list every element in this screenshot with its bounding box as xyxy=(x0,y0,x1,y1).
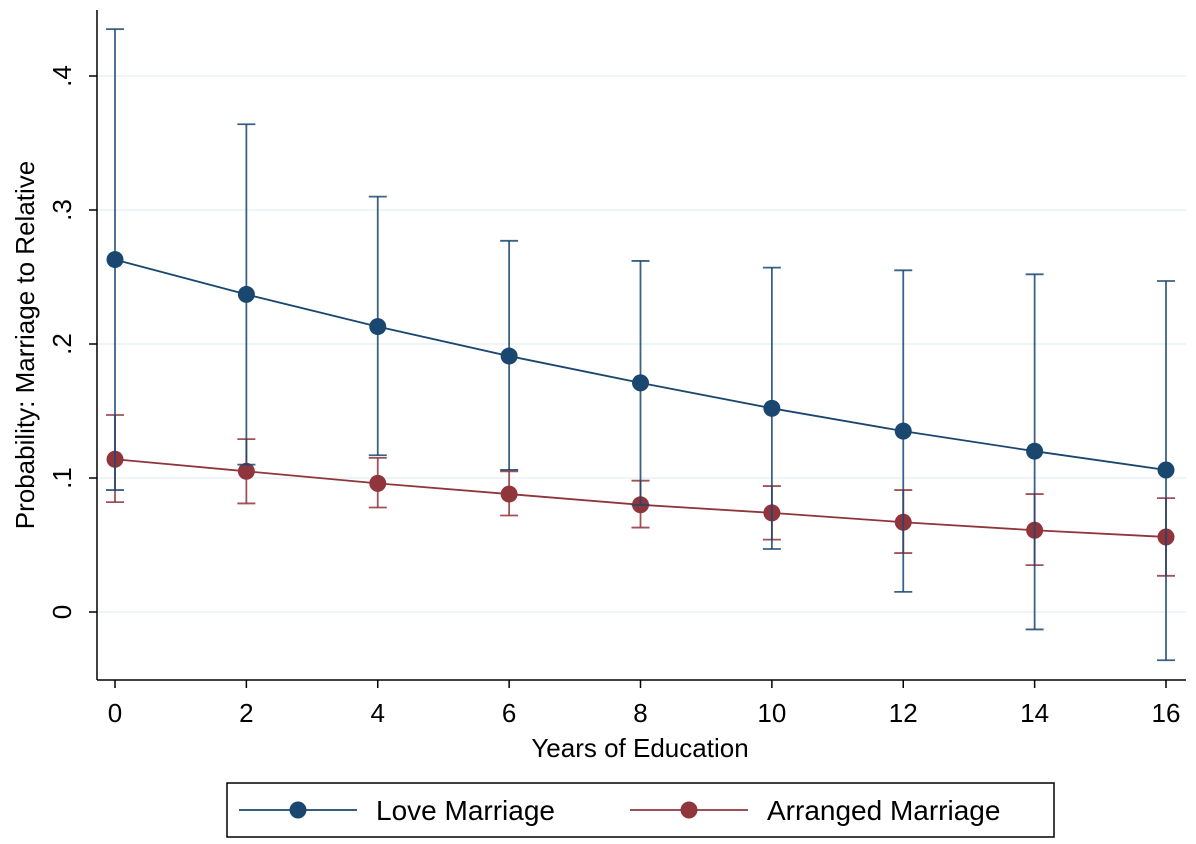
data-point xyxy=(369,318,387,336)
y-tick-label: .4 xyxy=(47,65,77,87)
x-tick-label: 12 xyxy=(889,698,918,728)
series-love-marriage xyxy=(106,28,1175,662)
y-tick-label: .1 xyxy=(47,467,77,489)
data-point xyxy=(1157,461,1175,479)
data-point xyxy=(894,422,912,440)
legend-label: Love Marriage xyxy=(376,795,555,826)
legend-marker xyxy=(289,801,307,819)
x-tick-label: 0 xyxy=(108,698,122,728)
y-tick-label: .2 xyxy=(47,333,77,355)
axes xyxy=(96,10,1186,681)
x-tick-label: 6 xyxy=(502,698,516,728)
series xyxy=(106,28,1175,662)
x-tick-label: 8 xyxy=(633,698,647,728)
x-tick-label: 4 xyxy=(371,698,385,728)
y-ticks: 0 .1 .2 .3 .4 xyxy=(47,65,97,619)
x-tick-label: 2 xyxy=(239,698,253,728)
data-point xyxy=(763,399,781,417)
data-point xyxy=(500,485,518,503)
data-point xyxy=(632,374,649,392)
legend: Love Marriage Arranged Marriage xyxy=(226,782,1055,838)
x-tick-label: 16 xyxy=(1152,698,1181,728)
legend-marker xyxy=(680,801,698,819)
data-point xyxy=(369,474,387,492)
x-tick-label: 14 xyxy=(1020,698,1049,728)
gridlines xyxy=(97,75,1186,613)
y-axis-label: Probability: Marriage to Relative xyxy=(10,161,40,530)
x-ticks: 0 2 4 6 8 10 12 14 16 xyxy=(108,680,1181,728)
x-tick-label: 10 xyxy=(757,698,786,728)
y-tick-label: .3 xyxy=(47,199,77,221)
data-point xyxy=(237,285,255,303)
x-axis-label: Years of Education xyxy=(531,733,748,763)
data-point xyxy=(237,462,255,480)
data-point xyxy=(1026,442,1044,460)
legend-label: Arranged Marriage xyxy=(767,795,1000,826)
y-tick-label: 0 xyxy=(47,605,77,619)
data-point xyxy=(106,251,124,269)
data-point xyxy=(500,347,518,365)
